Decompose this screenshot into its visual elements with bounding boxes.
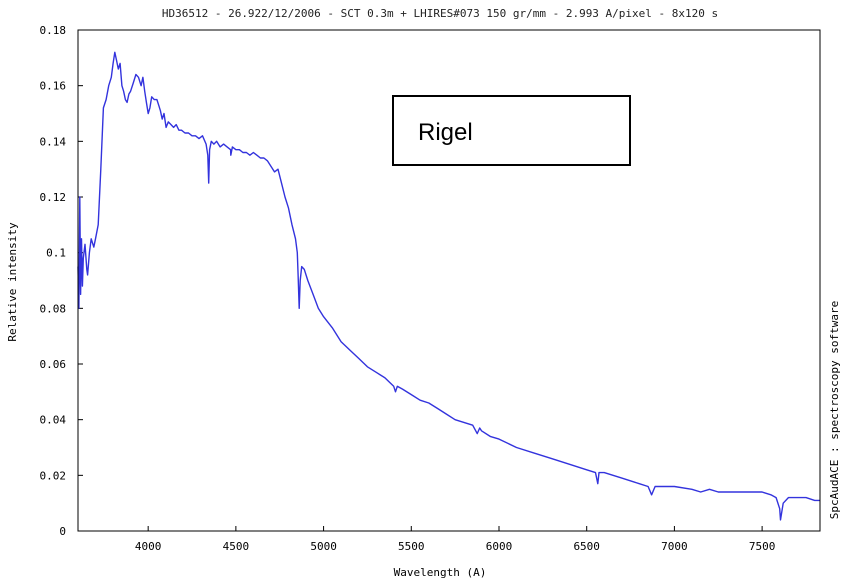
x-tick-label: 4000 [135,540,162,553]
x-tick-label: 5000 [310,540,337,553]
y-tick-label: 0.18 [40,24,67,37]
x-tick-label: 7500 [749,540,776,553]
annotation-label: Rigel [418,119,473,146]
plot-frame [77,29,821,532]
y-tick-label: 0.14 [40,135,67,148]
series-line [77,51,820,521]
y-tick-label: 0.02 [40,469,67,482]
y-tick-label: 0.08 [40,302,67,315]
x-tick-label: 6000 [486,540,513,553]
y-tick-label: 0 [59,525,66,538]
y-axis-ticks: 0 0.02 0.04 0.06 0.08 0.1 0.12 0.14 0.16 0.18 [40,24,83,538]
y-tick-label: 0.06 [40,358,67,371]
chart-title: HD36512 - 26.922/12/2006 - SCT 0.3m + LH… [162,7,718,20]
x-tick-label: 4500 [223,540,250,553]
annotation-box [392,95,631,166]
x-tick-label: 7000 [661,540,688,553]
y-tick-label: 0.12 [40,191,67,204]
x-axis-label: Wavelength (A) [394,566,487,579]
x-tick-label: 5500 [398,540,425,553]
y-tick-label: 0.04 [40,414,67,427]
x-axis-ticks: 4000 4500 5000 5500 6000 6500 7000 7500 [135,526,775,553]
y-tick-label: 0.16 [40,80,67,93]
y-tick-label: 0.1 [46,247,66,260]
y-axis-label: Relative intensity [6,222,19,342]
software-credit-label: SpcAudACE : spectroscopy software [828,301,841,520]
x-tick-label: 6500 [573,540,600,553]
